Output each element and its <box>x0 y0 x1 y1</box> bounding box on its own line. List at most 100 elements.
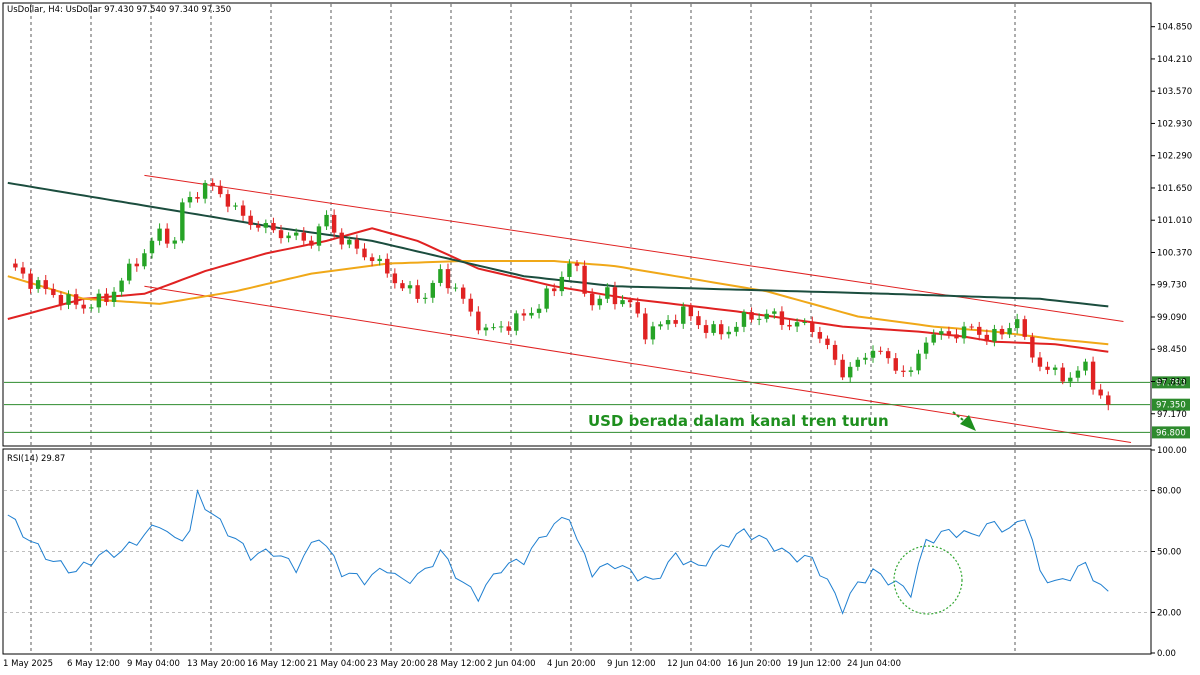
candle-body <box>901 370 906 372</box>
candle-body <box>946 331 952 335</box>
candle-body <box>817 332 823 339</box>
candle-body <box>111 291 117 302</box>
candle-body <box>149 240 155 254</box>
candle-body <box>407 285 413 289</box>
rsi-line <box>7 488 1109 615</box>
price-tick-label: 98.450 <box>1157 345 1187 355</box>
candle-body <box>331 214 337 233</box>
candle-body <box>741 312 747 327</box>
candle-body <box>536 308 542 313</box>
candle-body <box>681 306 686 324</box>
channel-line <box>144 285 1132 443</box>
moving-averages <box>7 181 1109 353</box>
time-tick-label: 23 May 20:00 <box>367 659 425 669</box>
candle-body <box>491 327 496 329</box>
annotation: USD berada dalam kanal tren turun <box>587 411 976 432</box>
candle-body <box>696 316 701 326</box>
price-level-tag <box>1152 376 1190 389</box>
candle-body <box>923 342 929 354</box>
candle-body <box>529 312 534 316</box>
candle-body <box>142 253 147 267</box>
candle-body <box>787 324 792 327</box>
price-tick-label: 102.290 <box>1157 152 1192 162</box>
time-axis: 1 May 2025 6 May 12:00 9 May 04:00 13 May 2… <box>3 659 901 669</box>
price-axis: 104.850 104.210 103.570 102.930 102.290 101.6… <box>1151 23 1192 420</box>
candle-body <box>187 197 193 203</box>
price-tick-label: 100.370 <box>1157 248 1192 258</box>
candle-body <box>286 235 291 239</box>
candle-body <box>878 350 883 352</box>
candle-body <box>164 228 170 244</box>
candle-body <box>498 326 504 328</box>
candle-body <box>316 226 322 246</box>
time-tick-label: 9 May 04:00 <box>127 659 180 669</box>
price-level-label: 97.793 <box>1156 378 1186 388</box>
candle-body <box>430 282 436 298</box>
candle-body <box>832 344 838 360</box>
candle-body <box>521 313 527 316</box>
candle-body <box>544 288 549 309</box>
candle-body <box>794 322 800 327</box>
time-tick-label: 4 Jun 20:00 <box>547 659 596 669</box>
time-tick-label: 19 Jun 12:00 <box>787 659 841 669</box>
candle-body <box>119 280 124 292</box>
candle-body <box>589 293 595 306</box>
price-level-tag <box>1152 426 1190 439</box>
price-level-label: 97.350 <box>1156 401 1186 411</box>
price-tick-label: 97.170 <box>1157 410 1187 420</box>
candle-body <box>1045 366 1050 370</box>
candle-body <box>1106 395 1111 405</box>
candle-body <box>309 240 314 246</box>
candle-body <box>293 232 299 236</box>
price-tick-label: 101.010 <box>1157 216 1192 226</box>
candle-body <box>885 351 891 359</box>
candle-body <box>35 280 41 289</box>
candle-body <box>248 215 253 226</box>
price-tick-label: 99.090 <box>1157 313 1187 323</box>
time-tick-label: 1 May 2025 <box>3 659 53 669</box>
candle-body <box>1075 370 1081 378</box>
candle-body <box>764 313 769 319</box>
rsi-tick-label: 100.00 <box>1157 446 1187 456</box>
candle-body <box>627 300 633 303</box>
candle-body <box>483 327 489 331</box>
candle-body <box>13 263 18 268</box>
time-tick-label: 13 May 20:00 <box>187 659 245 669</box>
candle-body <box>202 182 208 199</box>
candle-body <box>984 334 990 342</box>
rsi-tick-label: 20.00 <box>1157 608 1181 618</box>
candle-body <box>301 232 306 241</box>
rsi-tick-label: 0.00 <box>1157 649 1176 659</box>
candle-body <box>718 324 724 335</box>
candle-body <box>749 312 754 320</box>
candle-body <box>893 358 898 371</box>
candle-body <box>977 326 982 335</box>
candle-body <box>476 311 481 331</box>
candle-body <box>1090 361 1096 390</box>
candle-body <box>218 185 223 195</box>
rsi-tick-label: 80.00 <box>1157 487 1181 497</box>
rsi-highlight-circle <box>893 545 963 615</box>
candle-body <box>665 320 671 325</box>
candle-body <box>1098 389 1103 396</box>
candle-body <box>582 265 587 294</box>
candle-body <box>369 257 375 262</box>
time-tick-label: 9 Jun 12:00 <box>607 659 656 669</box>
candle-body <box>263 223 269 228</box>
candle-body <box>848 366 853 378</box>
candle-body <box>825 338 830 345</box>
candle-body <box>810 321 815 333</box>
candle-body <box>43 280 48 289</box>
candle-body <box>597 298 602 306</box>
candle-body <box>385 258 390 274</box>
moving-average-line <box>7 260 1109 346</box>
candle-body <box>210 182 215 186</box>
candle-body <box>612 287 618 305</box>
chart-header: UsDollar, H4: UsDollar 97.430 97.540 97.… <box>7 5 231 15</box>
candle-body <box>840 359 845 378</box>
candle-body <box>89 307 94 309</box>
candle-body <box>354 239 360 249</box>
candle-body <box>1007 328 1012 335</box>
candle-body <box>58 295 64 305</box>
candle-body <box>81 304 86 309</box>
